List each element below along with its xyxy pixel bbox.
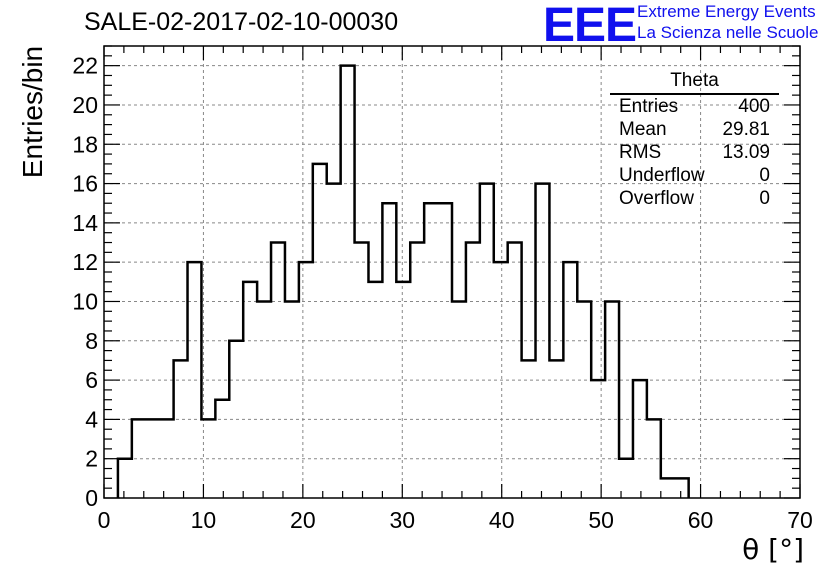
stats-value: 400 xyxy=(738,96,770,117)
histogram-bar xyxy=(438,203,452,498)
x-tick-label: 40 xyxy=(489,507,515,533)
histogram-bar xyxy=(633,380,647,498)
stats-value: 0 xyxy=(759,188,770,209)
y-tick-label: 22 xyxy=(72,53,98,79)
histogram-bar xyxy=(424,203,438,498)
histogram-bar xyxy=(355,243,369,498)
stats-row-rms: RMS 13.09 xyxy=(612,141,778,164)
chart-title: SALE-02-2017-02-10-00030 xyxy=(84,8,399,36)
histogram-bar xyxy=(647,419,661,498)
histogram-bar xyxy=(522,360,536,498)
stats-value: 0 xyxy=(759,165,770,186)
x-tick-label: 0 xyxy=(98,507,111,533)
x-axis-label: θ [°] xyxy=(742,533,804,566)
x-tick-label: 60 xyxy=(688,507,714,533)
y-tick-label: 10 xyxy=(72,288,98,314)
histogram-bar xyxy=(675,478,689,498)
y-tick-label: 20 xyxy=(72,92,98,118)
histogram-bar xyxy=(536,184,550,498)
stats-title: Theta xyxy=(610,70,779,95)
histogram-bar xyxy=(271,243,285,498)
histogram-bar xyxy=(341,66,355,498)
histogram-bar xyxy=(132,419,146,498)
histogram-bar xyxy=(243,282,257,498)
y-axis-label: Entries/bin xyxy=(17,45,48,179)
histogram-bar xyxy=(480,184,494,498)
y-tick-label: 0 xyxy=(85,485,98,511)
stats-label: Overflow xyxy=(619,188,694,209)
y-tick-label: 6 xyxy=(85,367,98,393)
histogram-bar xyxy=(494,262,508,498)
histogram-bar xyxy=(188,262,202,498)
stats-value: 13.09 xyxy=(722,142,770,163)
histogram-outline xyxy=(116,64,690,498)
histogram-bar xyxy=(160,419,174,498)
logo-line-1: Extreme Energy Events xyxy=(637,2,816,21)
histogram-bar xyxy=(229,341,243,498)
y-tick-label: 16 xyxy=(72,171,98,197)
y-tick-label: 4 xyxy=(85,406,98,432)
histogram-bar xyxy=(605,301,619,498)
y-tick-label: 8 xyxy=(85,328,98,354)
histogram-bar xyxy=(466,243,480,498)
x-tick-label: 30 xyxy=(389,507,415,533)
histogram-bar xyxy=(174,360,188,498)
x-tick-label: 10 xyxy=(191,507,217,533)
histogram-bar xyxy=(410,243,424,498)
y-tick-label: 12 xyxy=(72,249,98,275)
stats-label: Entries xyxy=(619,96,679,117)
histogram-bar xyxy=(146,419,160,498)
histogram-bar xyxy=(661,478,675,498)
stats-row-mean: Mean 29.81 xyxy=(612,118,778,141)
histogram-bar xyxy=(118,459,132,498)
histogram-bar xyxy=(285,301,299,498)
histogram-bar xyxy=(563,262,577,498)
x-tick-label: 50 xyxy=(588,507,614,533)
stats-row-entries: Entries 400 xyxy=(612,95,778,118)
histogram-bar xyxy=(313,164,327,498)
stats-label: Underflow xyxy=(619,165,705,186)
logo-line-2: La Scienza nelle Scuole xyxy=(637,23,819,42)
histogram-bar xyxy=(508,243,522,498)
histogram-bar xyxy=(299,262,313,498)
stats-row-underflow: Underflow 0 xyxy=(612,164,778,187)
histogram-bar xyxy=(549,360,563,498)
histogram-bar xyxy=(327,184,341,498)
histogram-bar xyxy=(382,203,396,498)
x-tick-label: 20 xyxy=(290,507,316,533)
stats-value: 29.81 xyxy=(722,119,770,140)
y-tick-label: 2 xyxy=(85,446,98,472)
y-tick-label: 14 xyxy=(72,210,98,236)
histogram-bar xyxy=(368,282,382,498)
y-tick-label: 18 xyxy=(72,131,98,157)
x-tick-label: 70 xyxy=(787,507,813,533)
histogram-bar xyxy=(577,301,591,498)
stats-row-overflow: Overflow 0 xyxy=(612,187,778,210)
eee-logo: EEE xyxy=(543,0,637,52)
histogram-bar xyxy=(215,400,229,498)
histogram-bar xyxy=(396,282,410,498)
stats-label: RMS xyxy=(619,142,662,163)
histogram-bar xyxy=(452,301,466,498)
stats-label: Mean xyxy=(619,119,667,140)
histogram-bar xyxy=(591,380,605,498)
histogram-bar xyxy=(257,301,271,498)
stats-box: Theta Entries 400 Mean 29.81 RMS 13.09 U… xyxy=(610,70,779,210)
